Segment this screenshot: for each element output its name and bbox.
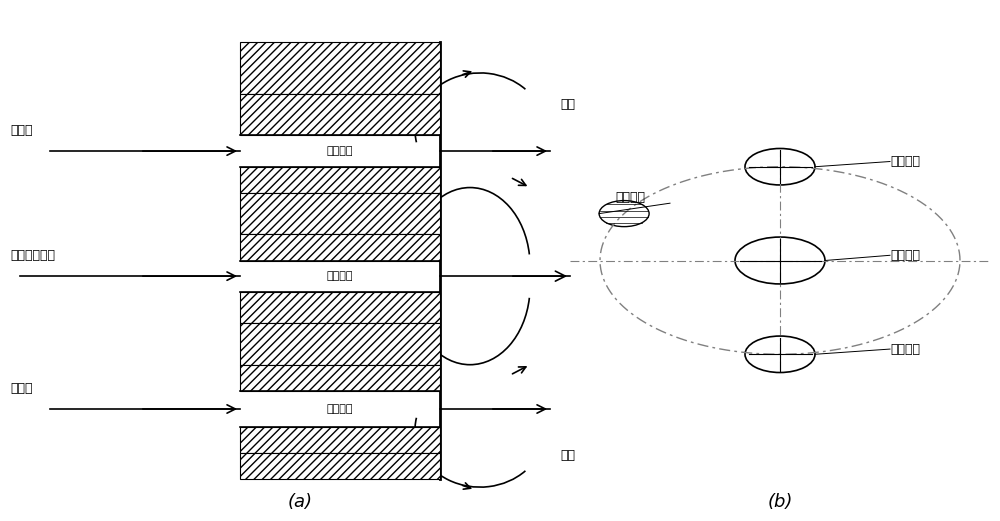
- Text: 二次风管: 二次风管: [890, 343, 920, 355]
- Text: 二次风管: 二次风管: [327, 146, 353, 156]
- Bar: [240, 427, 440, 453]
- Text: 卷吸: 卷吸: [560, 98, 575, 110]
- Bar: [240, 42, 440, 94]
- Bar: [240, 323, 440, 365]
- Text: 一次风管: 一次风管: [327, 271, 353, 281]
- Text: 二次风: 二次风: [10, 382, 32, 394]
- Text: 一次风管: 一次风管: [890, 249, 920, 262]
- Text: 三次风管: 三次风管: [615, 192, 645, 204]
- Bar: [240, 94, 440, 135]
- Bar: [240, 234, 440, 260]
- Bar: [240, 365, 440, 391]
- Bar: [240, 292, 440, 323]
- Text: (b): (b): [767, 492, 793, 511]
- Bar: [240, 167, 440, 193]
- Text: 二次风: 二次风: [10, 124, 32, 137]
- Text: 一次风和煤粉: 一次风和煤粉: [10, 249, 55, 262]
- Text: (a): (a): [288, 492, 312, 511]
- Bar: [240, 453, 440, 479]
- Text: 二次风管: 二次风管: [890, 155, 920, 168]
- Text: 卷吸: 卷吸: [560, 450, 575, 462]
- Text: 二次风管: 二次风管: [327, 404, 353, 414]
- Bar: [240, 193, 440, 234]
